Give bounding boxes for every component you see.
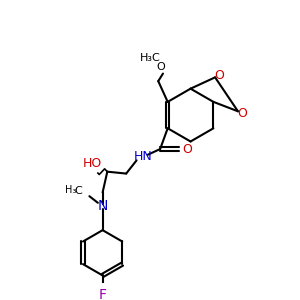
Text: HN: HN [134,150,152,163]
Text: C: C [74,187,82,196]
Text: N: N [98,199,108,213]
Text: H₃: H₃ [65,184,76,195]
Text: HO: HO [82,157,102,170]
Text: O: O [214,69,224,82]
Text: H₃C: H₃C [140,53,160,64]
Text: O: O [237,107,247,120]
Text: F: F [99,288,106,300]
Text: O: O [183,142,192,155]
Text: O: O [157,62,166,72]
